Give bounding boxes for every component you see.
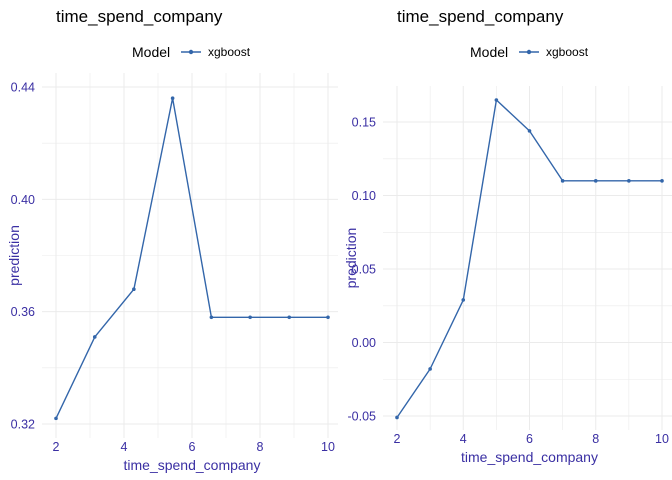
x-axis-label: time_spend_company: [461, 449, 598, 465]
chart-panel-1: [42, 73, 338, 438]
y-tick-label: 0.05: [352, 263, 376, 277]
data-point: [527, 129, 532, 133]
y-tick-label: 0.32: [11, 418, 35, 432]
data-point: [92, 335, 97, 339]
legend-key-point: [188, 49, 194, 55]
legend-title: Model: [470, 44, 508, 60]
data-point: [494, 98, 499, 102]
data-point: [326, 315, 330, 320]
y-axis-label: prediction: [6, 225, 22, 286]
data-point: [560, 179, 565, 183]
data-point: [593, 179, 598, 183]
x-tick-label: 2: [53, 440, 60, 454]
data-point: [287, 315, 292, 320]
x-tick-label: 10: [321, 440, 335, 454]
legend-key-point: [526, 49, 532, 55]
x-tick-label: 6: [189, 440, 196, 454]
y-tick-label: 0.44: [11, 81, 35, 95]
data-point: [461, 298, 466, 302]
x-tick-label: 2: [394, 432, 401, 446]
y-tick-label: 0.15: [352, 116, 376, 130]
chart-title: time_spend_company: [56, 7, 223, 26]
data-point: [428, 367, 432, 371]
y-tick-label: 0.00: [352, 336, 376, 350]
legend-entry: xgboost: [546, 45, 589, 59]
y-tick-label: -0.05: [348, 410, 377, 424]
x-axis-label: time_spend_company: [124, 457, 261, 473]
series-line-xgboost: [55, 97, 328, 419]
data-point: [170, 96, 175, 101]
legend-title: Model: [132, 44, 170, 60]
y-axis-label: prediction: [343, 228, 359, 289]
data-point: [248, 315, 252, 320]
data-point: [209, 315, 214, 320]
y-tick-label: 0.36: [11, 305, 35, 319]
x-tick-label: 6: [526, 432, 533, 446]
data-point: [660, 179, 664, 183]
y-tick-label: 0.40: [11, 193, 35, 207]
legend-entry: xgboost: [208, 45, 251, 59]
x-tick-label: 4: [460, 432, 467, 446]
data-point: [54, 416, 58, 421]
chart-panel-2: [383, 86, 672, 430]
y-tick-label: 0.10: [352, 189, 376, 203]
x-tick-label: 10: [655, 432, 669, 446]
data-point: [395, 415, 399, 420]
data-point: [132, 287, 136, 292]
x-tick-label: 8: [257, 440, 264, 454]
data-point: [627, 179, 631, 183]
x-tick-label: 8: [592, 432, 599, 446]
x-tick-label: 4: [121, 440, 128, 454]
chart-title: time_spend_company: [397, 7, 564, 26]
